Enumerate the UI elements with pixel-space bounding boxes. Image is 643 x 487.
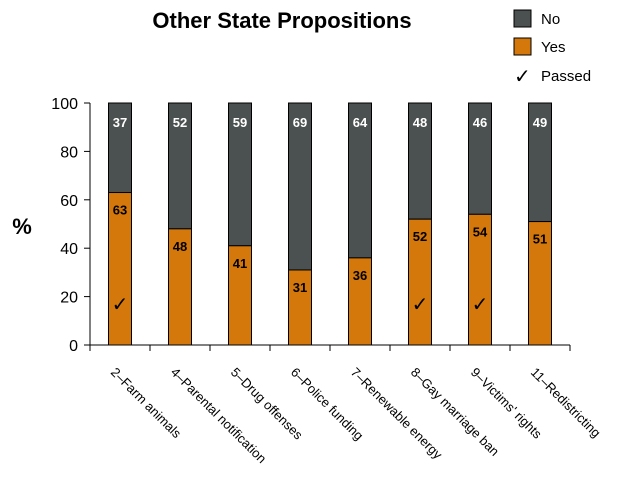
data-label-yes: 52 <box>413 229 427 244</box>
legend-label-no: No <box>541 11 560 28</box>
data-label-no: 37 <box>113 115 127 130</box>
legend-label-yes: Yes <box>541 39 565 56</box>
legend-swatch-no <box>513 9 532 28</box>
data-label-yes: 51 <box>533 232 547 247</box>
y-tick-label: 20 <box>60 290 78 307</box>
legend-check-icon: ✓ <box>514 66 531 88</box>
data-label-no: 48 <box>413 115 427 130</box>
legend-swatch-yes <box>513 37 532 56</box>
y-tick-label: 40 <box>60 241 78 258</box>
passed-check-icon: ✓ <box>412 294 429 316</box>
data-label-no: 46 <box>473 115 487 130</box>
data-label-no: 52 <box>173 115 187 130</box>
legend-label-passed: Passed <box>541 68 591 85</box>
passed-check-icon: ✓ <box>112 294 129 316</box>
data-label-no: 64 <box>353 115 368 130</box>
data-label-no: 59 <box>233 115 247 130</box>
y-axis-label: % <box>12 214 32 239</box>
legend: No Yes ✓ Passed <box>513 9 591 88</box>
passed-check-icon: ✓ <box>472 294 489 316</box>
data-label-yes: 48 <box>173 239 187 254</box>
data-label-yes: 31 <box>293 280 307 295</box>
data-label-no: 49 <box>533 115 547 130</box>
data-label-yes: 63 <box>113 203 127 218</box>
y-tick-label: 0 <box>69 338 78 355</box>
y-tick-label: 100 <box>51 96 78 113</box>
chart-title: Other State Propositions <box>152 8 411 33</box>
data-label-yes: 41 <box>233 256 247 271</box>
y-tick-label: 60 <box>60 193 78 210</box>
data-label-yes: 36 <box>353 268 367 283</box>
y-axis: 0 20 40 60 80 100 <box>51 96 91 355</box>
data-label-no: 69 <box>293 115 307 130</box>
data-label-yes: 54 <box>473 224 488 239</box>
bars: 37 63 ✓ 52 48 59 41 69 31 64 36 48 52 ✓ 46 54 ✓ 49 51 <box>108 102 552 346</box>
y-tick-label: 80 <box>60 144 78 161</box>
